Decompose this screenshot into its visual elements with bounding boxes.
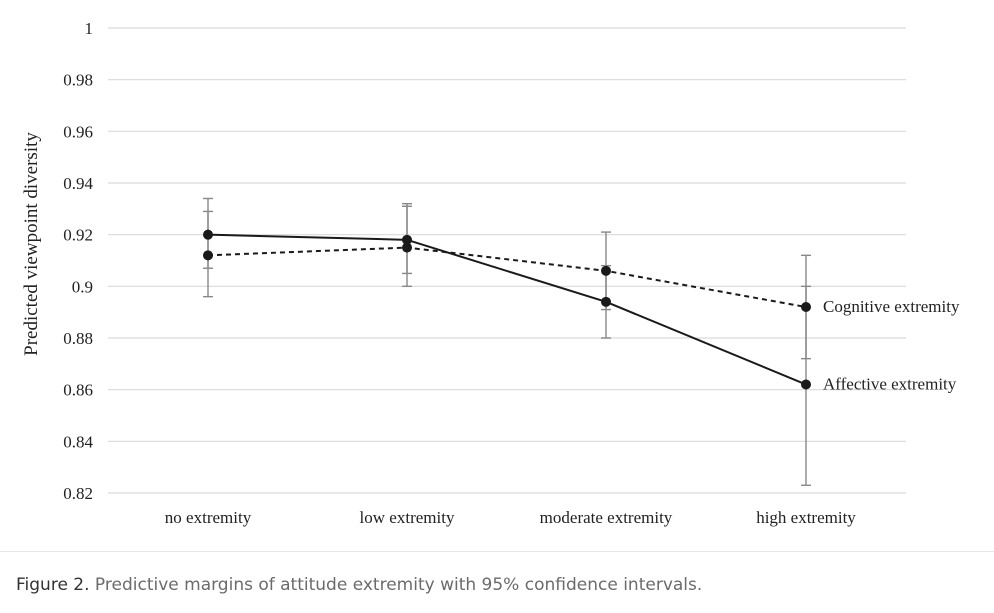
data-point [801,302,811,312]
figure-caption: Figure 2. Predictive margins of attitude… [16,575,702,595]
y-tick-label: 0.88 [63,329,93,348]
y-tick-label: 0.98 [63,71,93,90]
y-tick-label: 0.86 [63,381,93,400]
data-point [203,229,213,240]
data-point [402,234,412,245]
y-tick-label: 1 [85,19,94,38]
series-lines [207,233,807,386]
y-axis-label: Predicted viewpoint diversity [21,132,42,356]
data-point [203,250,213,261]
data-point [601,265,611,276]
series-label: Cognitive extremity [823,297,960,316]
x-category-label: low extremity [360,508,455,527]
data-point [402,242,412,253]
y-tick-label: 0.9 [72,277,93,296]
caption-divider [0,551,994,552]
y-tick-label: 0.84 [63,432,93,451]
figure-caption-text: Predictive margins of attitude extremity… [89,575,703,595]
error-bars [203,197,811,486]
chart: 0.82 0.84 0.86 0.88 0.9 0.92 0.94 0.96 0.98 1 no … [21,19,960,527]
series-line [207,233,807,386]
figure-caption-label: Figure 2. [16,575,90,595]
data-points [203,229,811,390]
y-tick-label: 0.82 [63,484,93,503]
series-label: Affective extremity [823,375,957,394]
x-category-label: moderate extremity [540,508,673,527]
series-labels: Cognitive extremity Affective extremity [823,297,960,394]
y-tick-label: 0.96 [63,122,93,141]
x-category-label: no extremity [165,508,252,527]
data-point [801,379,811,390]
x-axis-categories: no extremity low extremity moderate extrem… [165,508,857,527]
gridlines [108,27,906,494]
y-axis-ticks: 0.82 0.84 0.86 0.88 0.9 0.92 0.94 0.96 0.98 1 [63,19,93,503]
y-tick-label: 0.92 [63,226,93,245]
y-tick-label: 0.94 [63,174,93,193]
x-category-label: high extremity [756,508,856,527]
series-line [207,246,807,308]
data-point [601,296,611,307]
